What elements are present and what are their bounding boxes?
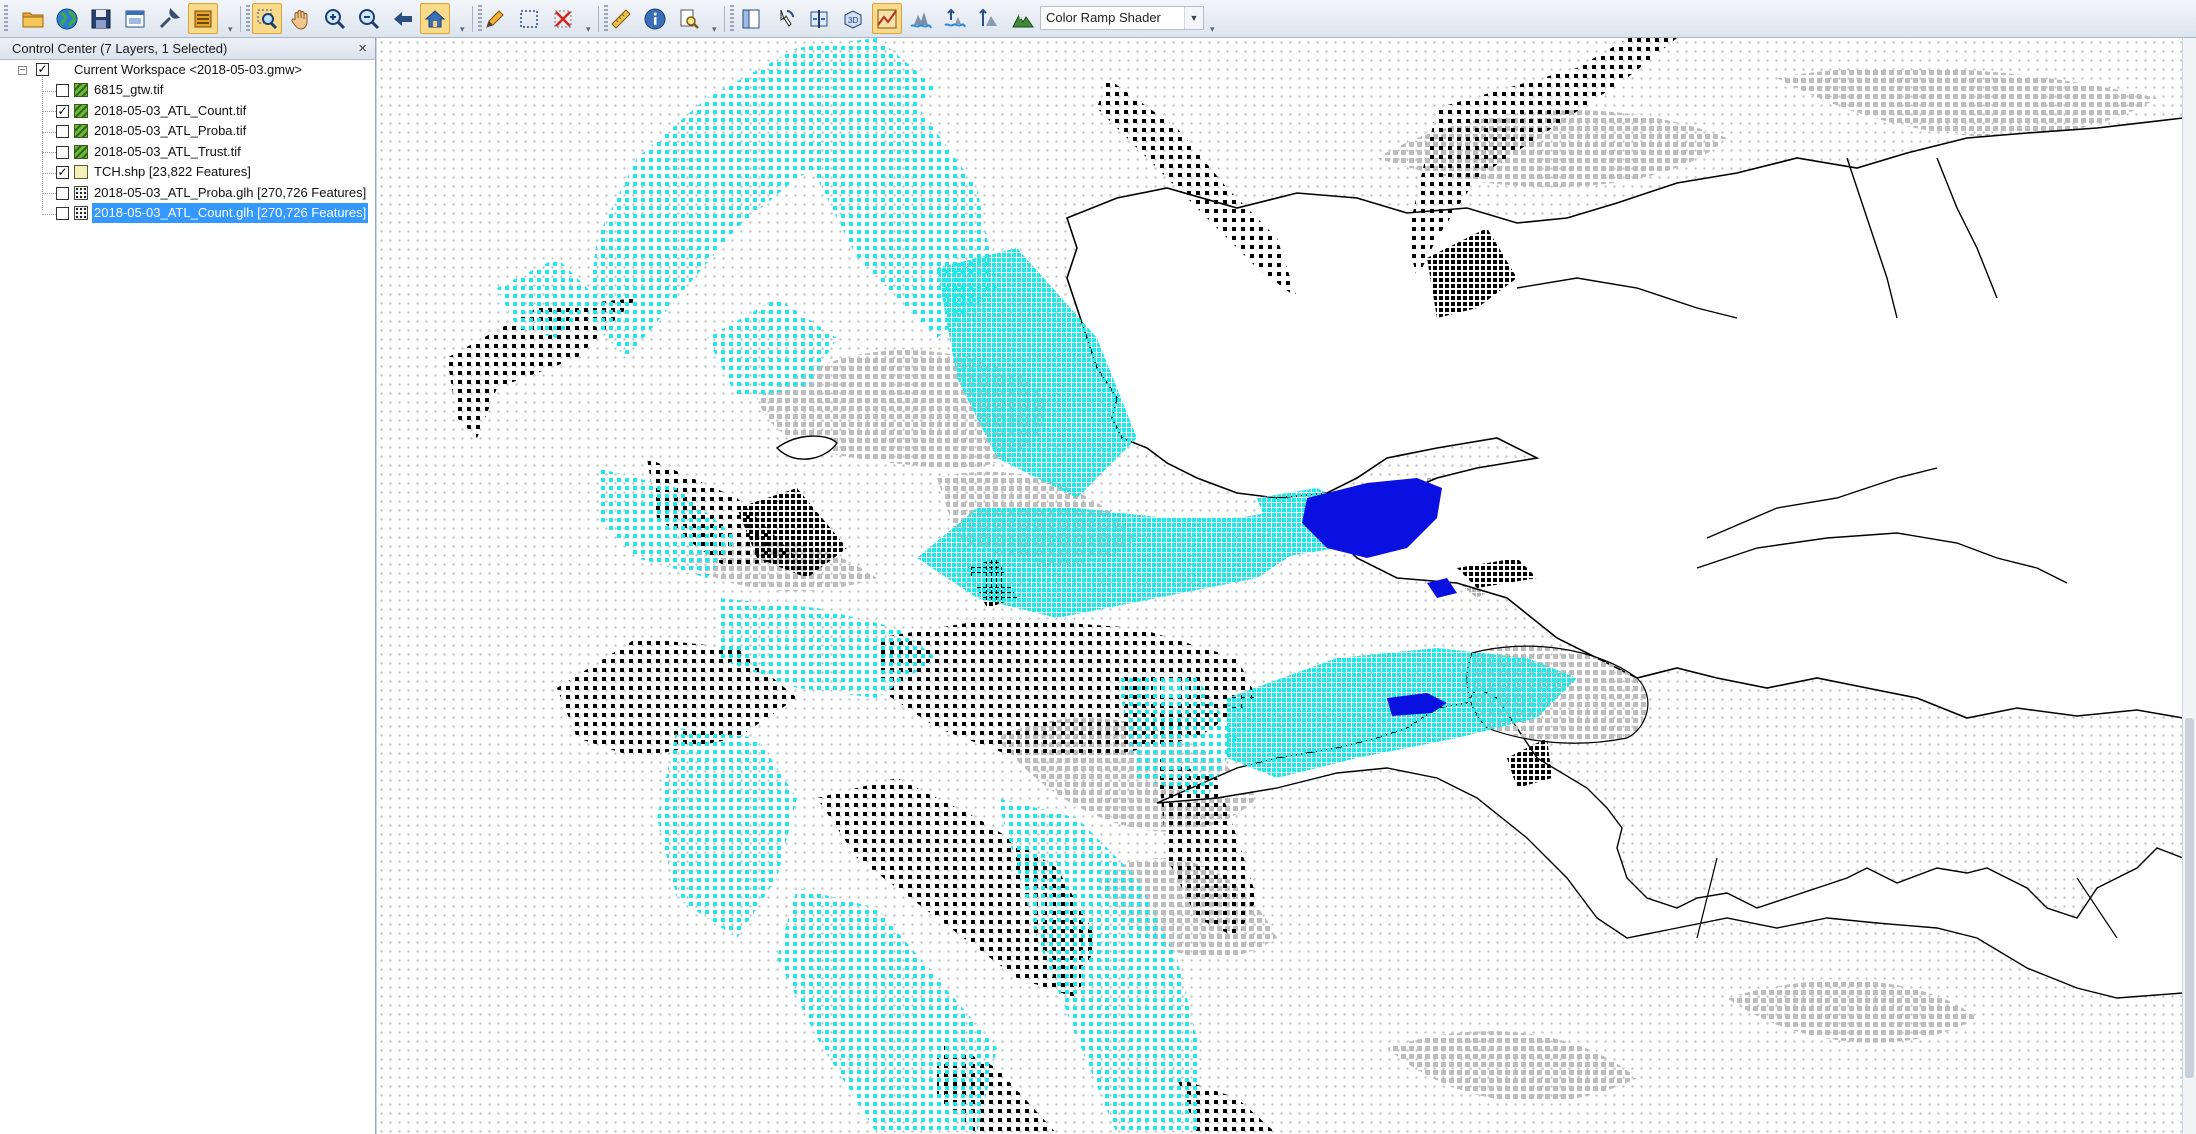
- point-layer-icon: [74, 206, 88, 220]
- blue-cells: [1302, 478, 1457, 716]
- layer-visibility-checkbox[interactable]: ✓: [56, 104, 69, 118]
- control-center-title: Control Center (7 Layers, 1 Selected): [12, 41, 228, 56]
- ruler-icon[interactable]: [606, 3, 636, 34]
- layer-row[interactable]: 2018-05-03_ATL_Trust.tif: [0, 142, 375, 162]
- map-canvas[interactable]: [377, 38, 2183, 1134]
- layer-visibility-checkbox[interactable]: [56, 146, 69, 159]
- layer-visibility-checkbox[interactable]: [56, 84, 69, 97]
- open-folder-icon[interactable]: [18, 3, 48, 34]
- black-cells: [447, 38, 1677, 1134]
- pencil-icon[interactable]: [480, 3, 510, 34]
- back-arrow-icon[interactable]: [388, 3, 418, 34]
- home-icon[interactable]: [420, 3, 450, 34]
- svg-text:3D: 3D: [848, 16, 858, 25]
- split-view-icon[interactable]: [804, 3, 834, 34]
- vector-layer-icon: [74, 165, 88, 179]
- island: [775, 435, 838, 460]
- layer-name: 2018-05-03_ATL_Proba.glh [270,726 Featur…: [94, 185, 367, 200]
- toolbar-grip[interactable]: [478, 5, 482, 33]
- info-icon[interactable]: [640, 3, 670, 34]
- layer-name: 2018-05-03_ATL_Proba.tif: [94, 123, 247, 138]
- panel-icon[interactable]: [736, 3, 766, 34]
- toolbar-overflow-icon[interactable]: ▾: [712, 24, 717, 34]
- toolbar-grip[interactable]: [4, 5, 8, 33]
- layer-row[interactable]: 2018-05-03_ATL_Proba.glh [270,726 Featur…: [0, 183, 375, 203]
- cyan-cells: [497, 38, 1577, 1134]
- layer-name: 2018-05-03_ATL_Count.tif: [94, 103, 247, 118]
- water-icon[interactable]: [906, 3, 936, 34]
- toolbar-overflow-icon[interactable]: ▾: [228, 24, 233, 34]
- layer-row[interactable]: ✓ 2018-05-03_ATL_Count.tif: [0, 101, 375, 121]
- layer-name: 2018-05-03_ATL_Trust.tif: [94, 144, 241, 159]
- 3d-view-icon[interactable]: 3D: [838, 3, 868, 34]
- control-center-title-bar: Control Center (7 Layers, 1 Selected) ×: [0, 38, 375, 60]
- workspace-checkbox[interactable]: ✓: [36, 62, 49, 76]
- layer-visibility-checkbox[interactable]: ✓: [56, 165, 69, 179]
- layer-row-selected[interactable]: 2018-05-03_ATL_Count.glh [270,726 Featur…: [0, 203, 375, 223]
- layer-row[interactable]: 6815_gtw.tif: [0, 80, 375, 100]
- shader-select[interactable]: Color Ramp Shader ▼: [1040, 6, 1204, 30]
- map-vertical-scrollbar[interactable]: [2182, 38, 2196, 1134]
- control-center-panel: Control Center (7 Layers, 1 Selected) × …: [0, 38, 376, 1134]
- zoom-out-icon[interactable]: [354, 3, 384, 34]
- workspace-row[interactable]: − ✓ Current Workspace <2018-05-03.gmw>: [0, 60, 375, 80]
- water-rise-icon[interactable]: [940, 3, 970, 34]
- zoom-box-icon[interactable]: [252, 3, 282, 34]
- layer-row[interactable]: 2018-05-03_ATL_Proba.tif: [0, 121, 375, 141]
- toolbar-overflow-icon[interactable]: ▾: [460, 24, 465, 34]
- layer-name: TCH.shp [23,822 Features]: [94, 164, 251, 179]
- main-toolbar: ▾ ▾ ▾ ▾: [0, 0, 2196, 38]
- toolbar-grip[interactable]: [730, 5, 734, 33]
- viewshed-icon[interactable]: [974, 3, 1004, 34]
- hand-pointer-icon[interactable]: [770, 3, 800, 34]
- point-layer-icon: [74, 186, 88, 200]
- zoom-in-icon[interactable]: [320, 3, 350, 34]
- raster-layer-icon: [74, 83, 88, 97]
- layer-visibility-checkbox[interactable]: [56, 187, 69, 200]
- shader-select-value: Color Ramp Shader: [1046, 10, 1161, 25]
- raster-layer-icon: [74, 124, 88, 138]
- select-rect-icon[interactable]: [514, 3, 544, 34]
- estuary-inlet: [1696, 532, 2068, 584]
- layer-name: 6815_gtw.tif: [94, 82, 164, 97]
- layer-row[interactable]: ✓ TCH.shp [23,822 Features]: [0, 162, 375, 182]
- layer-visibility-checkbox[interactable]: [56, 125, 69, 138]
- scrollbar-thumb[interactable]: [2185, 718, 2194, 1078]
- estuary-inlet: [2076, 877, 2118, 939]
- layer-name: 2018-05-03_ATL_Count.glh [270,726 Featur…: [92, 203, 369, 223]
- close-icon[interactable]: ×: [358, 40, 367, 57]
- toolbar-grip[interactable]: [604, 5, 608, 33]
- delete-x-icon[interactable]: [548, 3, 578, 34]
- map-view[interactable]: [376, 38, 2183, 1134]
- window-icon[interactable]: [120, 3, 150, 34]
- pan-hand-icon[interactable]: [286, 3, 316, 34]
- land-mass: [775, 117, 2183, 999]
- raster-layer-icon: [74, 104, 88, 118]
- search-page-icon[interactable]: [674, 3, 704, 34]
- path-profile-icon[interactable]: [872, 3, 902, 34]
- raster-layer-icon: [74, 145, 88, 159]
- wrench-icon[interactable]: [154, 3, 184, 34]
- toolbar-grip[interactable]: [246, 5, 250, 33]
- layer-visibility-checkbox[interactable]: [56, 207, 69, 220]
- northern-coast: [1066, 117, 2183, 719]
- terrain-icon[interactable]: [1008, 3, 1038, 34]
- estuary-inlet: [1706, 467, 1938, 539]
- estuary-inlet: [1696, 857, 1718, 939]
- estuary-inlet: [1516, 277, 1738, 319]
- save-icon[interactable]: [86, 3, 116, 34]
- chevron-down-icon[interactable]: ▼: [1184, 7, 1203, 29]
- globe-icon[interactable]: [52, 3, 82, 34]
- toolbar-overflow-icon[interactable]: ▾: [586, 24, 591, 34]
- estuary-inlet: [1846, 157, 1898, 319]
- estuary-inlet: [1936, 157, 1998, 299]
- collapse-icon[interactable]: −: [18, 65, 27, 76]
- layers-icon[interactable]: [188, 3, 218, 34]
- workspace-label: Current Workspace <2018-05-03.gmw>: [74, 62, 303, 77]
- toolbar-overflow-icon[interactable]: ▾: [1210, 24, 1215, 34]
